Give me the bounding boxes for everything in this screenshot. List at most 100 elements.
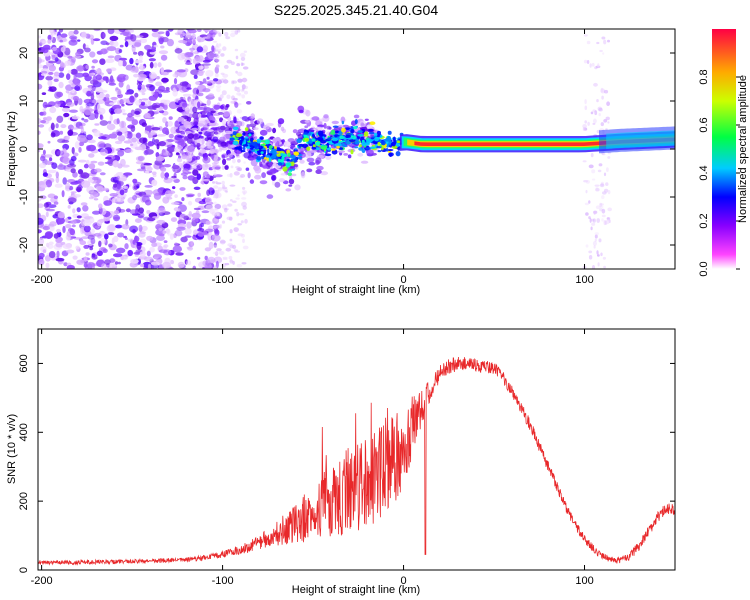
spectrogram-cell [107, 120, 112, 124]
spectrogram-cell [124, 41, 129, 48]
spectrogram-cell [213, 265, 218, 269]
spectrogram-cell [244, 119, 250, 122]
spectrogram-cell [242, 66, 249, 70]
spectrogram-cell [180, 34, 184, 38]
spectrogram-cell [210, 131, 214, 137]
spectrogram-cell [217, 48, 222, 52]
spectrogram-cell [200, 222, 204, 228]
spectrogram-cell [118, 180, 122, 186]
spectrogram-cell [62, 177, 67, 185]
spectrogram-cell [346, 137, 354, 140]
spectrogram-cell [220, 141, 227, 147]
spectrogram-x-tick-label: -100 [212, 274, 234, 286]
spectrogram-cell [354, 146, 359, 149]
spectrogram-cell [94, 111, 99, 119]
spectrogram-cell [280, 152, 284, 157]
spectrogram-cell [262, 152, 266, 158]
spectrogram-cell [152, 189, 163, 196]
spectrogram-cell [597, 254, 600, 257]
spectrogram-cell [223, 79, 229, 84]
spectrogram-cell [55, 217, 65, 225]
spectrogram-cell [109, 262, 113, 268]
spectrogram-cell [133, 73, 140, 78]
spectrogram-cell [154, 139, 160, 143]
spectrogram-cell [366, 138, 373, 144]
spectrogram-cell [122, 74, 129, 81]
spectrogram-cell [126, 116, 135, 122]
spectrogram-cell [247, 172, 251, 179]
spectrogram-cell [261, 172, 266, 179]
spectrogram-cell [214, 166, 221, 170]
spectrogram-cell [193, 229, 199, 236]
spectrogram-cell [202, 45, 208, 52]
spectrogram-cell [219, 136, 226, 142]
spectrogram-cell [196, 256, 201, 260]
spectrogram-cell [326, 125, 331, 130]
spectrogram-cell [224, 130, 233, 135]
spectrogram-cell [203, 106, 207, 111]
spectrogram-cell [149, 84, 155, 92]
spectrogram-cell [137, 84, 142, 91]
spectrogram-y-tick-label: 0 [18, 146, 30, 152]
spectrogram-cell [212, 244, 218, 249]
spectrogram-cell [390, 142, 394, 146]
spectrogram-cell [90, 160, 98, 164]
spectrogram-cell [46, 160, 51, 165]
spectrogram-cell [235, 55, 239, 60]
spectrogram-cell [75, 245, 80, 250]
spectrogram-cell [294, 148, 298, 151]
spectrogram-cell [178, 39, 188, 44]
spectrogram-cell [597, 106, 603, 111]
spectrogram-cell [105, 96, 110, 105]
spectrogram-cell [213, 40, 218, 43]
spectrogram-cell [108, 133, 118, 139]
spectrogram-cell [66, 264, 75, 269]
spectrogram-cell [258, 145, 263, 150]
spectrogram-cell [339, 135, 344, 140]
figure-title: S225.2025.345.21.40.G04 [274, 2, 438, 18]
spectrogram-cell [92, 210, 101, 215]
spectrogram-cell [210, 120, 215, 124]
spectrogram-cell [184, 51, 192, 58]
spectrogram-cell [167, 29, 174, 32]
spectrogram-cell [108, 243, 113, 248]
spectrogram-cell [337, 140, 343, 143]
spectrogram-cell [193, 186, 201, 190]
spectrogram-cell [163, 244, 169, 248]
spectrogram-cell [155, 156, 165, 162]
spectrogram-cell [235, 197, 240, 200]
spectrogram-cell [105, 42, 110, 46]
spectrogram-cell [49, 106, 57, 114]
spectrogram-cell [264, 139, 270, 145]
spectrogram-cell [130, 125, 136, 132]
spectrogram-cell [226, 157, 232, 161]
spectrogram-cell [117, 261, 121, 265]
spectrogram-cell [248, 123, 257, 128]
spectrogram-cell [236, 29, 241, 33]
snr-y-tick-label: 400 [18, 423, 30, 441]
spectrogram-cell [137, 155, 145, 162]
spectrogram-cell [219, 224, 222, 229]
spectrogram-cell [207, 256, 216, 264]
spectrogram-cell [55, 237, 63, 243]
spectrogram-cell [40, 120, 47, 124]
spectrogram-cell [134, 110, 141, 115]
spectrogram-cell [72, 96, 80, 101]
spectrogram-frame [37, 28, 676, 270]
spectrogram-cell [117, 135, 126, 142]
spectrogram-cell [242, 144, 249, 147]
spectrogram-cell [38, 229, 42, 234]
spectrogram-cell [123, 235, 127, 239]
spectrogram-cell [70, 191, 77, 194]
spectrogram-cell [116, 118, 120, 125]
spectrogram-cell [201, 138, 205, 145]
spectrogram-cell [38, 64, 44, 69]
spectrogram-cell [113, 253, 123, 258]
spectrogram-cell [144, 185, 153, 188]
spectrogram-cell [241, 84, 246, 90]
spectrogram-cell [584, 99, 587, 105]
spectrogram-cell [170, 259, 175, 265]
spectrogram-cell [350, 129, 355, 134]
spectrogram-cell [605, 128, 608, 131]
